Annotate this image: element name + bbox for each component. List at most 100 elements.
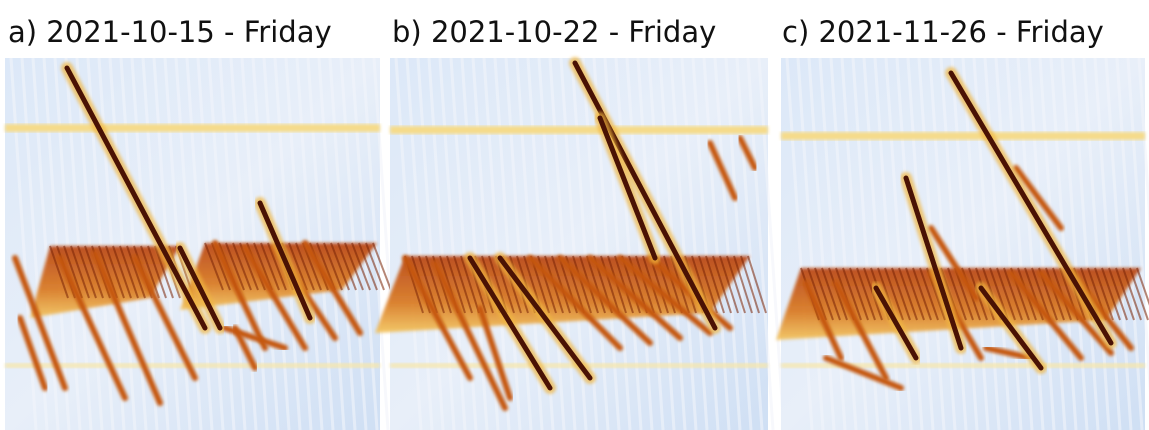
streak — [586, 255, 606, 314]
streak — [740, 255, 760, 314]
texture-stripe — [1137, 57, 1149, 230]
streak — [803, 280, 844, 361]
streak — [446, 255, 466, 314]
streak — [807, 267, 827, 321]
streak — [70, 245, 90, 299]
horizontal-band — [5, 363, 380, 368]
streak — [344, 242, 364, 291]
streak — [572, 60, 718, 331]
streak — [92, 250, 163, 406]
streak — [267, 242, 287, 291]
streak — [330, 242, 350, 291]
streak — [257, 200, 313, 321]
horizontal-band — [781, 132, 1145, 140]
horizontal-band — [390, 126, 768, 134]
streak — [833, 280, 889, 381]
streak — [302, 242, 322, 291]
streak — [351, 242, 371, 291]
texture-stripe — [757, 57, 786, 430]
streak — [587, 255, 683, 341]
streak — [1003, 267, 1023, 321]
texture-stripe — [746, 57, 775, 430]
streak — [84, 245, 104, 299]
streak — [617, 255, 713, 336]
streak — [821, 267, 841, 321]
streak — [898, 267, 918, 321]
streak — [302, 240, 363, 336]
streak — [477, 305, 513, 401]
streak — [996, 267, 1016, 321]
streak — [947, 267, 967, 321]
streak — [842, 267, 862, 321]
streak — [112, 245, 132, 299]
streak — [432, 260, 508, 411]
streak — [147, 245, 167, 299]
streak — [903, 175, 964, 351]
streak — [1013, 165, 1064, 231]
streak — [204, 242, 224, 291]
streak — [983, 345, 1034, 361]
streak — [140, 245, 160, 299]
streak — [460, 255, 480, 314]
heatmap-panel — [5, 57, 401, 430]
heatmap-background — [390, 58, 768, 430]
streak — [1008, 270, 1084, 361]
streak — [358, 242, 378, 291]
streak — [1136, 267, 1149, 306]
streak — [1045, 267, 1065, 321]
streak — [105, 245, 125, 299]
streak — [418, 255, 438, 314]
streak — [600, 255, 620, 314]
panel-title: c) 2021-11-26 - Friday — [782, 15, 1104, 49]
streak — [856, 267, 876, 321]
streak — [912, 267, 932, 321]
streak — [49, 245, 69, 299]
streak — [295, 242, 315, 291]
streak — [828, 267, 848, 321]
activity-block — [180, 243, 377, 310]
streak — [905, 267, 925, 321]
streak — [873, 285, 919, 361]
streak — [372, 242, 392, 291]
streak — [597, 115, 658, 261]
streak — [225, 242, 245, 291]
streak — [288, 242, 308, 291]
streak — [365, 242, 385, 291]
streak — [733, 255, 753, 314]
heatmap-panel — [375, 57, 786, 430]
horizontal-band — [781, 363, 1145, 368]
heatmap-panel — [776, 57, 1149, 430]
streak — [211, 242, 231, 291]
streak — [323, 242, 343, 291]
streak — [132, 255, 198, 381]
streak — [119, 245, 139, 299]
streak — [402, 255, 473, 381]
streak — [77, 245, 97, 299]
streak — [177, 245, 223, 331]
streak — [1129, 267, 1149, 321]
streak — [737, 135, 758, 171]
streak — [572, 255, 592, 314]
streak — [260, 242, 280, 291]
streak — [337, 242, 357, 291]
streak — [891, 267, 911, 321]
streak — [239, 242, 259, 291]
streak — [698, 255, 718, 314]
streak — [63, 245, 83, 299]
streak — [1031, 267, 1051, 321]
streak — [126, 245, 146, 299]
streak — [823, 355, 904, 391]
streak — [849, 267, 869, 321]
streak — [747, 255, 767, 314]
streak — [212, 240, 268, 351]
streak — [948, 70, 1114, 346]
streak — [707, 140, 738, 201]
streak — [649, 255, 669, 314]
streak — [814, 267, 834, 321]
streak — [635, 255, 655, 314]
streak — [12, 255, 68, 391]
streak — [1108, 267, 1128, 321]
streak — [154, 245, 174, 299]
